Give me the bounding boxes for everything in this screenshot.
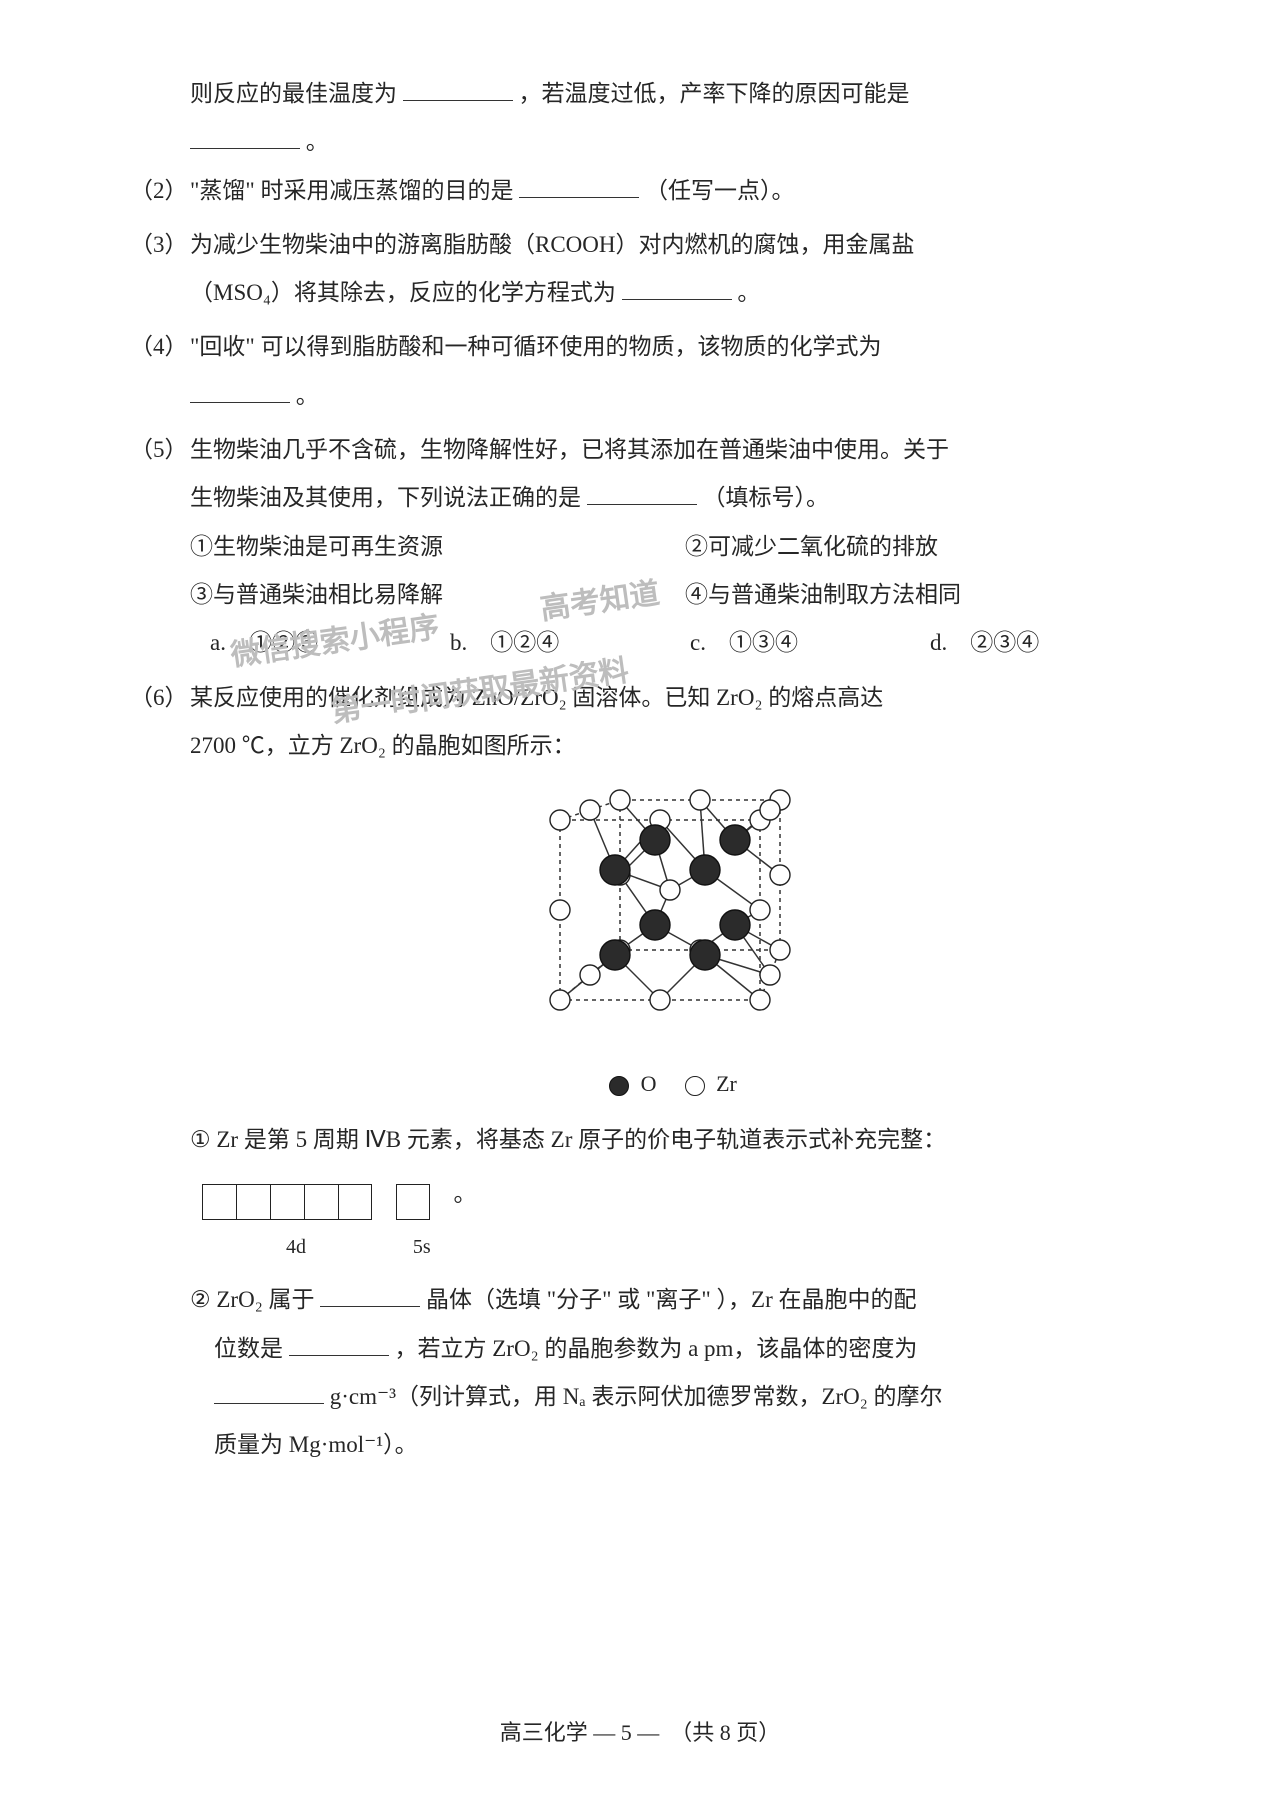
q4-body: "回收" 可以得到脂肪酸和一种可循环使用的物质，该物质的化学式为 。 [190, 323, 1150, 420]
orbital-5s: 5s [396, 1176, 448, 1268]
q-cont-b: ，若温度过低，产率下降的原因可能是 [519, 81, 910, 106]
q6-body: 某反应使用的催化剂组成为 ZnO/ZrO₂ 固溶体。已知 ZrO₂ 的熔点高达 … [190, 674, 1150, 1470]
orbital-row: 4d 5s 。 [190, 1176, 1150, 1268]
blank [320, 1283, 420, 1307]
q3-label: （3） [130, 221, 190, 318]
question-6: （6） 某反应使用的催化剂组成为 ZnO/ZrO₂ 固溶体。已知 ZrO₂ 的熔… [130, 674, 1150, 1470]
q5-choice-c: c. ①③④ [690, 619, 870, 667]
q6-sub2-line2: 位数是 ，若立方 ZrO₂ 的晶胞参数为 a pm，该晶体的密度为 [190, 1325, 1150, 1373]
q-cont-end: 。 [306, 129, 329, 154]
page-footer: 高三化学 — 5 — （共 8 页） [0, 1710, 1280, 1756]
q4-line1: "回收" 可以得到脂肪酸和一种可循环使用的物质，该物质的化学式为 [190, 323, 1150, 371]
continuation-line2: 。 [130, 118, 1150, 166]
q5-opt2: ②可减少二氧化硫的排放 [685, 523, 1150, 571]
blank [214, 1380, 324, 1404]
q-cont-a: 则反应的最佳温度为 [190, 81, 397, 106]
legend-zr-icon [685, 1076, 705, 1096]
q6-line2: 2700 ℃，立方 ZrO₂ 的晶胞如图所示： [190, 722, 1150, 770]
q2-text-b: （任写一点）。 [645, 178, 795, 203]
crystal-legend: O Zr [190, 1061, 1150, 1107]
q5-choice-d: d. ②③④ [930, 619, 1110, 667]
q5-line2b: （填标号）。 [703, 485, 830, 510]
q2-label: （2） [130, 167, 190, 215]
q5-opt1: ①生物柴油是可再生资源 [190, 523, 655, 571]
q6-sub2d: ，若立方 ZrO₂ 的晶胞参数为 a pm，该晶体的密度为 [395, 1336, 918, 1361]
orbital-4d: 4d [202, 1176, 390, 1268]
blank [519, 174, 639, 198]
legend-zr-text: Zr [716, 1071, 737, 1096]
q2-body: "蒸馏" 时采用减压蒸馏的目的是 （任写一点）。 [190, 167, 1150, 215]
q6-sub2f: 质量为 Mg·mol⁻¹）。 [214, 1432, 418, 1457]
blank [403, 77, 513, 101]
q6-line1: 某反应使用的催化剂组成为 ZnO/ZrO₂ 固溶体。已知 ZrO₂ 的熔点高达 [190, 674, 1150, 722]
period: 。 [454, 1181, 477, 1206]
legend-o-text: O [641, 1071, 657, 1096]
q5-choice-line: a. ①②③ b. ①②④ c. ①③④ d. ②③④ [190, 619, 1150, 667]
blank [190, 125, 300, 149]
blank [622, 276, 732, 300]
q5-choice-b: b. ①②④ [450, 619, 630, 667]
q4-line2: 。 [190, 372, 1150, 420]
q6-sub2b: 晶体（选填 "分子" 或 "离子" ），Zr 在晶胞中的配 [426, 1287, 917, 1312]
q6-label: （6） [130, 674, 190, 1470]
q4-label: （4） [130, 323, 190, 420]
q5-body: 生物柴油几乎不含硫，生物降解性好，已将其添加在普通柴油中使用。关于 生物柴油及其… [190, 426, 1150, 667]
q5-opt3: ③与普通柴油相比易降解 [190, 571, 655, 619]
q5-line1: 生物柴油几乎不含硫，生物降解性好，已将其添加在普通柴油中使用。关于 [190, 426, 1150, 474]
exam-page: 则反应的最佳温度为 ，若温度过低，产率下降的原因可能是 。 （2） "蒸馏" 时… [0, 0, 1280, 1800]
q6-sub2e: g·cm⁻³（列计算式，用 Nₐ 表示阿伏加德罗常数，ZrO₂ 的摩尔 [330, 1384, 943, 1409]
question-2: （2） "蒸馏" 时采用减压蒸馏的目的是 （任写一点）。 [130, 167, 1150, 215]
q5-line2: 生物柴油及其使用，下列说法正确的是 （填标号）。 [190, 474, 1150, 522]
q6-sub2-line3: g·cm⁻³（列计算式，用 Nₐ 表示阿伏加德罗常数，ZrO₂ 的摩尔 [190, 1373, 1150, 1421]
blank [587, 481, 697, 505]
q3-body: 为减少生物柴油中的游离脂肪酸（RCOOH）对内燃机的腐蚀，用金属盐 （MSO₄）… [190, 221, 1150, 318]
question-5: （5） 生物柴油几乎不含硫，生物降解性好，已将其添加在普通柴油中使用。关于 生物… [130, 426, 1150, 667]
q2-text-a: "蒸馏" 时采用减压蒸馏的目的是 [190, 178, 514, 203]
q4-line2-end: 。 [296, 383, 319, 408]
orbital-4d-label: 4d [202, 1226, 390, 1268]
q3-line2: （MSO₄）将其除去，反应的化学方程式为 。 [190, 269, 1150, 317]
q6-sub2a: ② ZrO₂ 属于 [190, 1287, 314, 1312]
q5-label: （5） [130, 426, 190, 667]
crystal-diagram-wrap: O Zr [190, 780, 1150, 1107]
blank [190, 379, 290, 403]
q5-options-row2: ③与普通柴油相比易降解 ④与普通柴油制取方法相同 [190, 571, 1150, 619]
q5-choice-a: a. ①②③ [210, 619, 390, 667]
continuation-line: 则反应的最佳温度为 ，若温度过低，产率下降的原因可能是 [130, 70, 1150, 118]
blank [289, 1332, 389, 1356]
q5-line2a: 生物柴油及其使用，下列说法正确的是 [190, 485, 581, 510]
q3-line2a: （MSO₄）将其除去，反应的化学方程式为 [190, 280, 616, 305]
q6-sub2: ② ZrO₂ 属于 晶体（选填 "分子" 或 "离子" ），Zr 在晶胞中的配 [190, 1276, 1150, 1324]
crystal-diagram [520, 780, 820, 1040]
orbital-5s-label: 5s [396, 1226, 448, 1268]
q5-options-row1: ①生物柴油是可再生资源 ②可减少二氧化硫的排放 [190, 523, 1150, 571]
q3-line2b: 。 [737, 280, 760, 305]
q6-sub2c: 位数是 [214, 1336, 283, 1361]
q6-sub1: ① Zr 是第 5 周期 ⅣB 元素，将基态 Zr 原子的价电子轨道表示式补充完… [190, 1116, 1150, 1164]
legend-o-icon [609, 1076, 629, 1096]
q3-line1: 为减少生物柴油中的游离脂肪酸（RCOOH）对内燃机的腐蚀，用金属盐 [190, 221, 1150, 269]
q5-opt4: ④与普通柴油制取方法相同 [685, 571, 1150, 619]
q6-sub2-line4: 质量为 Mg·mol⁻¹）。 [190, 1421, 1150, 1469]
question-4: （4） "回收" 可以得到脂肪酸和一种可循环使用的物质，该物质的化学式为 。 [130, 323, 1150, 420]
question-3: （3） 为减少生物柴油中的游离脂肪酸（RCOOH）对内燃机的腐蚀，用金属盐 （M… [130, 221, 1150, 318]
